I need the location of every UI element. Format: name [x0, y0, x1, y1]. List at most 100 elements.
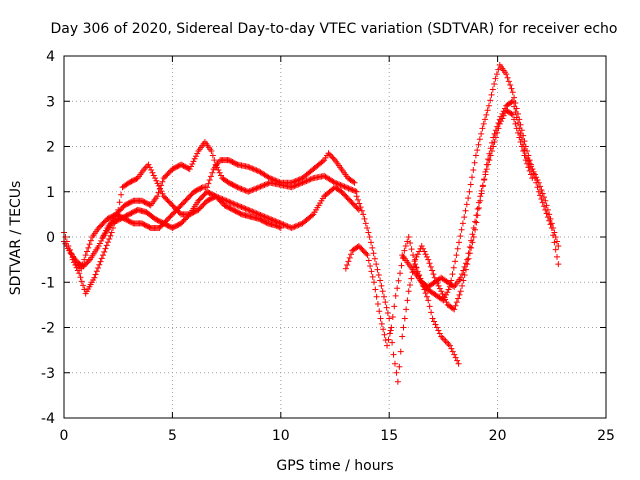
data-point: [488, 91, 495, 98]
data-point: [300, 179, 307, 186]
data-point: [288, 184, 295, 191]
data-point: [237, 185, 244, 192]
data-point: [205, 180, 212, 187]
data-point: [485, 161, 492, 168]
data-point: [209, 152, 216, 159]
data-point: [247, 187, 254, 194]
data-point: [374, 300, 381, 307]
data-point: [468, 244, 475, 251]
data-point: [116, 199, 123, 206]
data-point: [479, 125, 486, 132]
data-point: [455, 295, 462, 302]
data-point: [408, 275, 415, 282]
series-6: [353, 98, 562, 385]
data-point: [238, 185, 245, 192]
data-point: [436, 285, 443, 292]
data-point: [113, 211, 120, 218]
series-3: [69, 161, 362, 297]
data-point: [261, 181, 268, 188]
data-point: [540, 203, 547, 210]
data-point: [371, 279, 378, 286]
data-point: [512, 120, 519, 127]
data-point: [473, 212, 480, 219]
data-point: [283, 222, 290, 229]
data-point: [186, 166, 193, 173]
data-point: [376, 308, 383, 315]
data-point: [264, 180, 271, 187]
data-point: [470, 234, 477, 240]
data-point: [215, 167, 222, 174]
data-point: [513, 125, 520, 132]
data-point: [404, 297, 411, 304]
data-point: [417, 275, 424, 282]
data-point: [292, 182, 299, 189]
data-point: [480, 120, 487, 127]
data-point: [537, 183, 544, 190]
data-point: [354, 196, 361, 203]
data-point: [407, 240, 414, 247]
data-point: [470, 224, 477, 231]
data-point: [524, 160, 531, 167]
data-point: [374, 266, 381, 273]
data-point: [467, 181, 474, 188]
grid-lines: [64, 56, 606, 418]
data-point: [76, 270, 83, 277]
data-point: [554, 238, 561, 245]
data-point: [413, 264, 420, 271]
data-point: [266, 215, 273, 222]
axis-ticks: 0 5 10 15 20 25 -4 -3 -2 -1 0 1 2 3 4: [41, 49, 615, 444]
data-point: [464, 256, 471, 263]
data-point: [418, 279, 425, 286]
data-point: [500, 112, 507, 119]
data-point: [242, 205, 249, 212]
data-point: [249, 165, 256, 172]
data-point: [552, 246, 559, 253]
data-point: [247, 207, 254, 214]
data-point: [189, 160, 196, 167]
data-point: [539, 190, 546, 197]
data-point: [258, 183, 265, 190]
data-point: [298, 180, 305, 187]
data-point: [83, 260, 90, 267]
data-point: [92, 271, 99, 278]
data-point: [222, 197, 229, 204]
data-point: [330, 155, 337, 162]
data-point: [235, 184, 242, 191]
data-point: [83, 248, 90, 255]
data-point: [95, 243, 102, 250]
data-point: [212, 161, 219, 168]
data-point: [342, 184, 349, 191]
data-point: [391, 360, 398, 367]
data-point: [98, 255, 105, 262]
data-point: [438, 288, 445, 295]
data-point: [350, 187, 357, 194]
data-point: [106, 235, 113, 242]
data-point: [341, 183, 348, 190]
data-point: [304, 177, 311, 184]
data-point: [448, 345, 455, 352]
data-point: [78, 278, 85, 285]
data-point: [488, 139, 495, 146]
data-point: [405, 234, 412, 240]
data-point: [296, 180, 303, 187]
data-point: [516, 134, 523, 141]
data-point: [479, 182, 486, 189]
data-point: [354, 205, 361, 212]
data-point: [547, 221, 554, 228]
data-point: [517, 138, 524, 145]
data-point: [206, 176, 213, 183]
data-point: [420, 245, 427, 252]
data-point: [377, 277, 384, 284]
data-point: [548, 220, 555, 227]
data-point: [459, 271, 466, 278]
data-point: [357, 204, 364, 211]
data-point: [393, 369, 400, 376]
data-point: [384, 342, 391, 349]
data-point: [461, 272, 468, 279]
data-point: [433, 324, 440, 331]
data-point: [93, 268, 100, 275]
data-point: [425, 297, 432, 304]
data-point: [208, 148, 215, 155]
data-point: [99, 235, 106, 242]
